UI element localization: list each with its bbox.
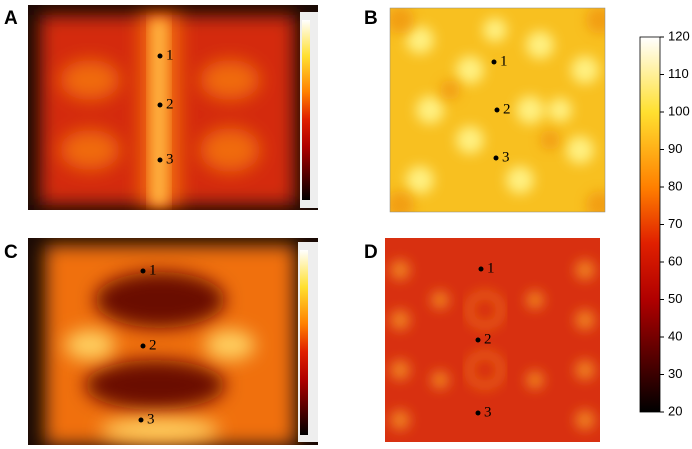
point-label: 3 xyxy=(502,149,510,165)
point-label: 1 xyxy=(487,260,495,276)
colorbar-tick-label: 20 xyxy=(668,403,682,418)
frame xyxy=(389,7,606,213)
measurement-point xyxy=(140,343,146,349)
panel-label: A xyxy=(4,8,18,29)
panel-label: C xyxy=(4,242,18,263)
measurement-point xyxy=(475,410,481,416)
colorbar-tick-label: 80 xyxy=(668,178,682,193)
thermal-image-c xyxy=(28,238,318,445)
panel-label: B xyxy=(364,8,378,29)
measurement-point xyxy=(138,417,144,423)
simulation-image-b xyxy=(390,8,605,212)
point-label: 1 xyxy=(500,53,508,69)
measurement-point xyxy=(494,107,500,113)
point-label: 2 xyxy=(149,337,157,353)
measurement-point xyxy=(157,102,163,108)
point-label: 3 xyxy=(166,151,174,167)
measurement-point xyxy=(140,268,146,274)
thermal-image-a xyxy=(28,5,318,210)
point-label: 3 xyxy=(147,411,155,427)
colorbar-tick-label: 50 xyxy=(668,291,682,306)
colorbar-tick-label: 70 xyxy=(668,216,682,231)
measurement-point xyxy=(493,155,499,161)
point-label: 2 xyxy=(484,331,492,347)
point-label: 2 xyxy=(503,101,511,117)
colorbar-tick-label: 100 xyxy=(668,103,690,118)
colorbar xyxy=(639,36,661,413)
simulation-image-d xyxy=(385,238,600,442)
measurement-point xyxy=(157,53,163,59)
colorbar-tick-label: 30 xyxy=(668,366,682,381)
colorbar-tick-label: 90 xyxy=(668,141,682,156)
colorbar-tick-label: 120 xyxy=(668,28,690,43)
colorbar-tick-label: 40 xyxy=(668,328,682,343)
point-label: 2 xyxy=(166,96,174,112)
point-label: 1 xyxy=(166,47,174,63)
point-label: 1 xyxy=(149,262,157,278)
measurement-point xyxy=(475,337,481,343)
colorbar-tick-label: 60 xyxy=(668,253,682,268)
panel-label: D xyxy=(364,242,378,263)
point-label: 3 xyxy=(484,404,492,420)
colorbar-tick-label: 110 xyxy=(668,66,689,81)
measurement-point xyxy=(478,266,484,272)
measurement-point xyxy=(491,59,497,65)
measurement-point xyxy=(157,157,163,163)
